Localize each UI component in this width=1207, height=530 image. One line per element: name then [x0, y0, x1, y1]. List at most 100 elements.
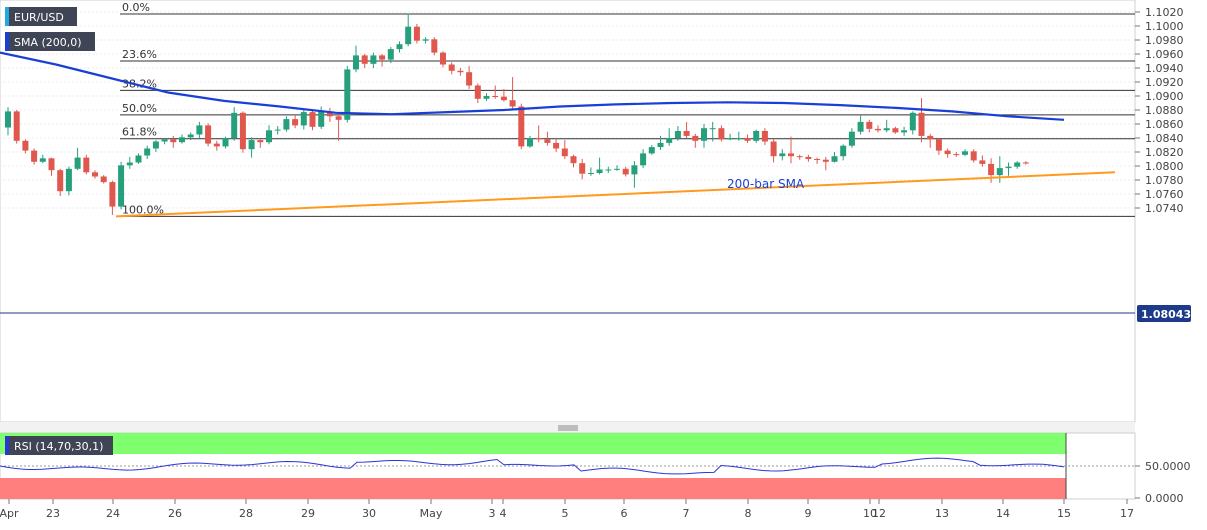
candle [266, 125, 272, 145]
candle-body [727, 138, 734, 140]
candle-body [144, 148, 151, 156]
candle-body [500, 96, 507, 101]
candle-body [13, 111, 20, 141]
candle-body [857, 121, 864, 132]
candle-body [118, 165, 125, 207]
candle [396, 41, 403, 53]
candle-body [570, 156, 577, 164]
candle-body [561, 148, 568, 157]
candle [892, 126, 899, 134]
candle-body [413, 26, 420, 41]
price-tick-label: 1.0920 [1145, 76, 1184, 89]
candle-body [309, 112, 316, 127]
rsi-badge[interactable] [5, 436, 113, 455]
candle-body [196, 125, 203, 135]
time-tick-label: 4 [500, 507, 507, 520]
candle [927, 133, 934, 148]
time-tick-label: 13 [935, 507, 949, 520]
fib-level-label: 0.0% [122, 1, 150, 14]
candle [527, 135, 533, 148]
candle [274, 126, 281, 135]
candle-body [822, 159, 829, 162]
candle [300, 108, 307, 130]
candle [814, 157, 821, 164]
candle [753, 129, 760, 143]
candle-body [779, 153, 786, 157]
candle-body [457, 70, 464, 73]
symbol-badge[interactable] [5, 7, 77, 26]
candle-body [935, 139, 942, 151]
candle-body [266, 130, 272, 143]
symbol-label: EUR/USD [14, 11, 64, 24]
candle [335, 113, 342, 141]
candle-body [283, 119, 290, 130]
sma-badge[interactable] [5, 32, 95, 51]
candle [857, 115, 864, 135]
candle [970, 149, 977, 163]
candle-body [553, 142, 560, 149]
candle [962, 149, 968, 157]
candle-body [257, 140, 264, 143]
time-tick-label: 15 [1057, 507, 1071, 520]
candle-body [631, 165, 638, 175]
candle-body [205, 125, 212, 144]
candle-body [814, 159, 821, 160]
rsi-overbought-zone [0, 433, 1066, 454]
candle [440, 51, 446, 68]
candle [483, 93, 490, 101]
rsi-line [0, 457, 1065, 475]
candle [570, 154, 577, 168]
candle [535, 125, 542, 143]
candle [848, 128, 855, 148]
candle-body [666, 138, 673, 143]
candle-body [379, 55, 386, 60]
candle [901, 126, 908, 136]
rsi-tick-label-0: 0.0000 [1145, 492, 1184, 505]
candle-body [387, 49, 394, 60]
candle-body [83, 157, 90, 173]
candle [944, 148, 951, 158]
candle-body [866, 121, 873, 129]
candle-body [318, 111, 325, 127]
candle [48, 157, 55, 176]
candle-body [622, 168, 629, 175]
price-tick-label: 1.0840 [1145, 132, 1184, 145]
price-tick-label: 1.0760 [1145, 188, 1184, 201]
candle-body [422, 39, 429, 41]
candle [805, 154, 812, 162]
candle [614, 165, 620, 171]
time-tick-label: 3 [489, 507, 496, 520]
candle [109, 180, 116, 215]
candle-body [5, 111, 11, 128]
candle-body [213, 143, 220, 147]
candle [1005, 162, 1012, 176]
candle-body [587, 173, 594, 174]
time-tick-label: 26 [168, 507, 182, 520]
sma-200-line [0, 51, 1065, 121]
candle [353, 45, 359, 73]
time-tick-label: 6 [621, 507, 628, 520]
candle-body [65, 168, 72, 192]
candle-body [927, 135, 934, 140]
fib-level-label: 23.6% [122, 48, 157, 61]
fib-level-label: 61.8% [122, 126, 157, 139]
candle [309, 110, 316, 131]
candle-body [335, 116, 342, 120]
candle [953, 152, 960, 157]
candle-body [875, 128, 881, 131]
candle [631, 161, 638, 188]
candle [518, 103, 525, 150]
candle [39, 154, 46, 164]
candle [474, 83, 481, 103]
candle [796, 154, 803, 160]
candle-body [170, 139, 177, 143]
candle [587, 167, 594, 176]
candle [457, 68, 464, 76]
candle-body [640, 153, 647, 166]
candle-body [674, 131, 681, 138]
candle-body [605, 169, 612, 171]
candle-body [292, 119, 299, 126]
candle-body [831, 156, 838, 162]
